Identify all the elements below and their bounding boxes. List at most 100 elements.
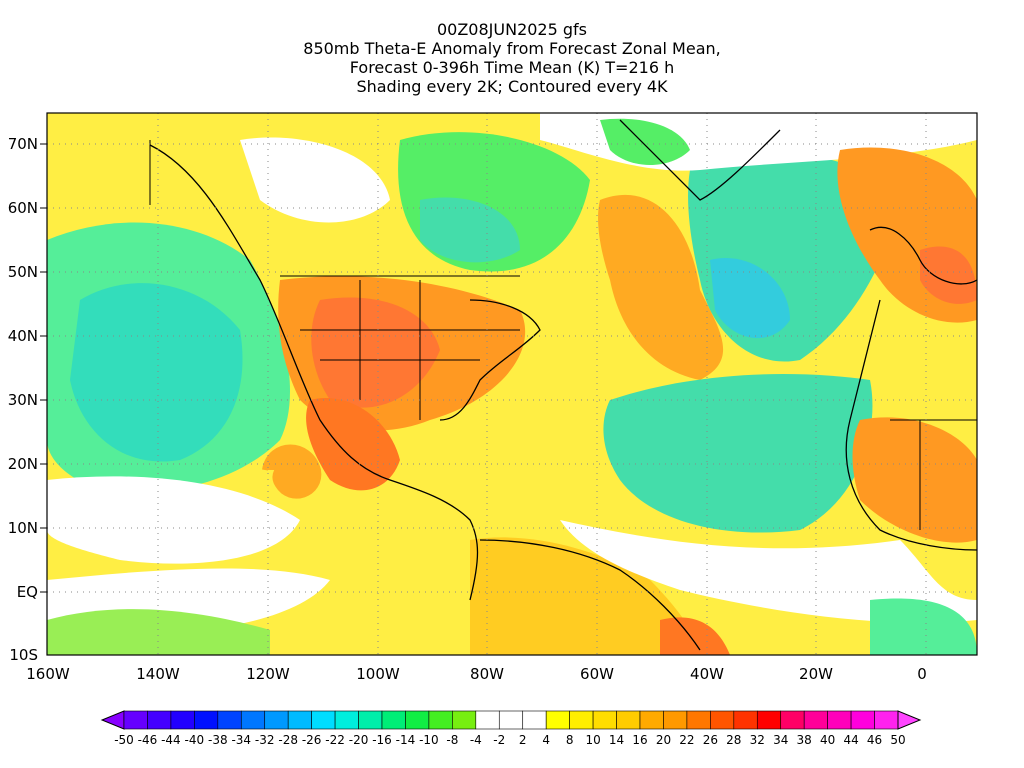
- lat-tick-label: 40N: [8, 327, 38, 345]
- colorbar-label: -22: [325, 733, 345, 747]
- colorbar-swatch: [592, 710, 617, 730]
- lat-lon-grid: [47, 113, 977, 655]
- colorbar-swatch: [545, 710, 570, 730]
- colorbar-swatch: [311, 710, 336, 730]
- south-america-coast: [479, 539, 701, 651]
- colorbar-label: 8: [566, 733, 574, 747]
- lat-tick-label: 30N: [8, 391, 38, 409]
- colorbar-label: 46: [867, 733, 882, 747]
- colorbar-swatch: [803, 710, 828, 730]
- colorbar-label: 22: [679, 733, 694, 747]
- colorbar-swatch: [381, 710, 406, 730]
- lat-tick-label: 70N: [8, 135, 38, 153]
- colorbar-label: 14: [609, 733, 624, 747]
- africa-west-coast: [845, 299, 977, 551]
- central-atlantic-cool-region: [603, 374, 873, 533]
- colorbar-swatch: [827, 710, 852, 730]
- colorbar-label: 4: [542, 733, 550, 747]
- colorbar-swatch: [334, 710, 359, 730]
- colorbar-swatch: [498, 710, 524, 730]
- colorbar-label: 32: [750, 733, 765, 747]
- colorbar-swatch: [569, 710, 594, 730]
- colorbar-label: -16: [372, 733, 392, 747]
- hudson-cool-core: [420, 197, 520, 263]
- title-line-2: 850mb Theta-E Anomaly from Forecast Zona…: [303, 39, 721, 58]
- colorbar-label: 50: [890, 733, 905, 747]
- lon-axis: 160W 140W 120W 100W 80W 60W 40W 20W 0: [26, 665, 927, 683]
- colorbar-swatch: [663, 710, 688, 730]
- lat-tick-label: EQ: [17, 583, 38, 601]
- lat-tick-label: 50N: [8, 263, 38, 281]
- colorbar-swatch: [475, 710, 500, 730]
- europe-warm-core: [920, 246, 977, 304]
- colorbar-label: -14: [396, 733, 416, 747]
- pacific-green-south: [47, 609, 270, 655]
- colorbar: -50 -46 -44 -40 -38 -34 -32 -28 -26 -22 -20 -16 -14-…: [100, 710, 922, 747]
- colorbar-swatch: [147, 710, 172, 730]
- colorbar-label: -38: [208, 733, 228, 747]
- colorbar-swatch: [170, 710, 195, 730]
- colorbar-swatch: [240, 710, 266, 730]
- colorbar-label: 2: [519, 733, 527, 747]
- atlantic-warm-tongue: [598, 194, 724, 380]
- colorbar-label: 34: [773, 733, 788, 747]
- lon-tick-label: 60W: [580, 665, 614, 683]
- colorbar-label: -46: [138, 733, 158, 747]
- south-america-warm-core: [660, 617, 730, 655]
- lat-tick-label: 10N: [8, 519, 38, 537]
- africa-warm-region: [852, 417, 977, 543]
- colorbar-swatch: [733, 710, 758, 730]
- colorbar-swatch: [405, 710, 430, 730]
- colorbar-label: -20: [349, 733, 369, 747]
- colorbar-swatch: [217, 710, 242, 730]
- plot-frame: [46, 112, 978, 656]
- colorbar-label: -4: [470, 733, 482, 747]
- colorbar-label: -50: [114, 733, 134, 747]
- colorbar-label: -8: [446, 733, 458, 747]
- colorbar-label: -28: [278, 733, 298, 747]
- colorbar-label: 40: [820, 733, 835, 747]
- mexico-warm-region: [306, 398, 400, 491]
- colorbar-label: 20: [656, 733, 671, 747]
- colorbar-label: -2: [493, 733, 505, 747]
- south-atlantic-green-patch: [870, 598, 977, 655]
- greenland-green-patch: [600, 118, 690, 165]
- greenland-coast: [619, 119, 781, 201]
- colorbar-swatch: [287, 710, 312, 730]
- colorbar-swatch: [639, 710, 664, 730]
- lat-tick-label: 60N: [8, 199, 38, 217]
- europe-coast: [869, 226, 977, 285]
- political-borders: [149, 140, 977, 530]
- colorbar-swatch: [194, 710, 219, 730]
- colorbar-swatch: [756, 710, 782, 730]
- lon-tick-label: 0: [917, 665, 927, 683]
- colorbar-label: 26: [703, 733, 718, 747]
- pacific-cool-core: [70, 283, 243, 462]
- colorbar-label: 38: [797, 733, 812, 747]
- colorbar-label: -26: [302, 733, 322, 747]
- colorbar-label: -34: [231, 733, 251, 747]
- colorbar-swatch: [616, 710, 641, 730]
- lat-tick-label: 20N: [8, 455, 38, 473]
- title-line-3: Forecast 0-396h Time Mean (K) T=216 h: [349, 58, 675, 77]
- colorbar-swatch: [710, 710, 735, 730]
- anomaly-field: [47, 113, 977, 655]
- colorbar-label: 44: [843, 733, 858, 747]
- colorbar-max-arrow: [897, 710, 922, 730]
- north-america-west-coast: [149, 144, 479, 601]
- lat-axis: 70N 60N 50N 40N 30N 20N 10N EQ 10S: [8, 135, 47, 664]
- colorbar-swatch: [850, 710, 875, 730]
- colorbar-label: 10: [585, 733, 600, 747]
- south-atlantic-white-band: [560, 520, 977, 623]
- us-east-coast: [439, 299, 541, 421]
- lon-tick-label: 100W: [356, 665, 400, 683]
- lat-tick-label: 10S: [9, 646, 38, 664]
- colorbar-label: -10: [419, 733, 439, 747]
- colorbar-swatch: [780, 710, 805, 730]
- lon-tick-label: 160W: [26, 665, 70, 683]
- colorbar-label: -40: [185, 733, 205, 747]
- pacific-white-band: [47, 476, 300, 564]
- north-atlantic-cool-core: [710, 258, 790, 339]
- title-line-1: 00Z08JUN2025 gfs: [436, 20, 587, 39]
